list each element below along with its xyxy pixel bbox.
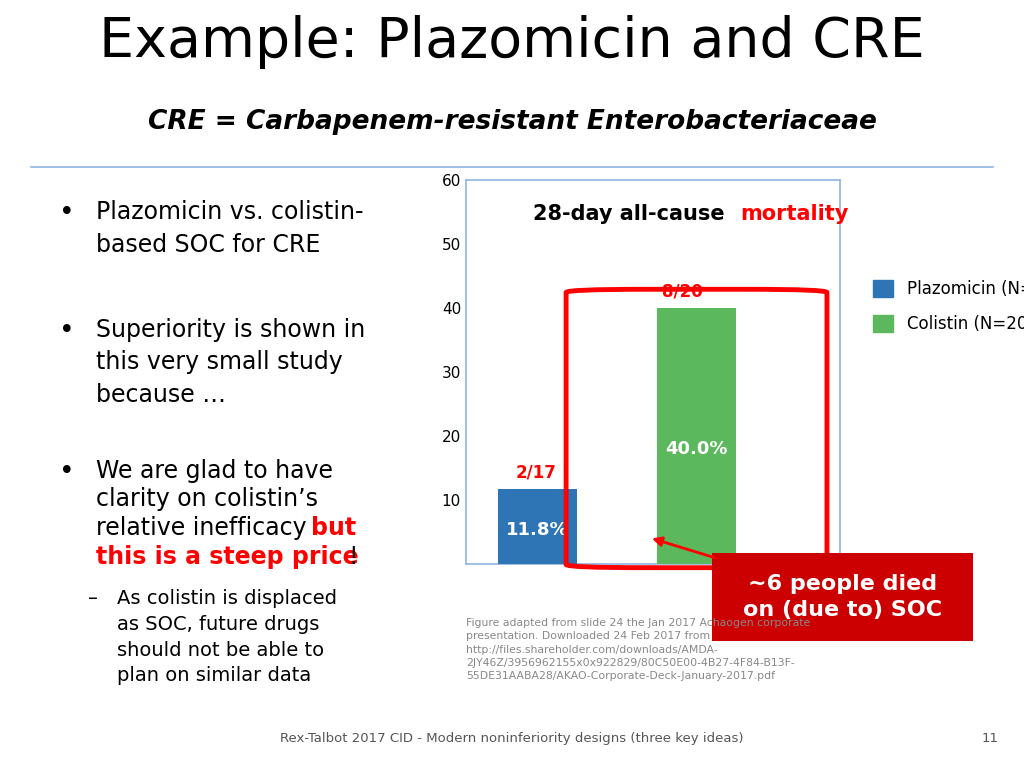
Text: 11.8%: 11.8% [506, 521, 568, 539]
Text: Figure adapted from slide 24 the Jan 2017 Achaogen corporate
presentation. Downl: Figure adapted from slide 24 the Jan 201… [466, 618, 810, 681]
Bar [656, 309, 736, 564]
Text: CRE = Carbapenem-resistant Enterobacteriaceae: CRE = Carbapenem-resistant Enterobacteri… [147, 108, 877, 134]
Text: mortality: mortality [740, 204, 849, 223]
Legend: Plazomicin (N=17), Colistin (N=20): Plazomicin (N=17), Colistin (N=20) [866, 273, 1024, 339]
Text: •: • [59, 458, 75, 485]
Text: We are glad to have: We are glad to have [96, 458, 333, 482]
Text: relative inefficacy: relative inefficacy [96, 516, 314, 540]
FancyArrowPatch shape [654, 538, 714, 558]
Text: Superiority is shown in
this very small study
because …: Superiority is shown in this very small … [96, 318, 366, 407]
Text: !: ! [348, 545, 357, 569]
Text: 2/17: 2/17 [515, 463, 556, 482]
Bar [498, 489, 578, 564]
Text: 8/20: 8/20 [662, 283, 702, 301]
Text: Rex-Talbot 2017 CID - Modern noninferiority designs (three key ideas): Rex-Talbot 2017 CID - Modern noninferior… [281, 732, 743, 745]
Text: •: • [59, 318, 75, 343]
Text: –: – [88, 589, 98, 608]
Text: ~6 people died
on (due to) SOC: ~6 people died on (due to) SOC [742, 574, 942, 621]
Text: but: but [311, 516, 356, 540]
Text: this is a steep price: this is a steep price [96, 545, 358, 569]
Text: 40.0%: 40.0% [666, 440, 728, 458]
Text: •: • [59, 200, 75, 226]
Text: Plazomicin vs. colistin-
based SOC for CRE: Plazomicin vs. colistin- based SOC for C… [96, 200, 364, 257]
Text: 11: 11 [981, 732, 998, 745]
Text: clarity on colistin’s: clarity on colistin’s [96, 488, 318, 511]
Text: 28-day all-cause: 28-day all-cause [534, 204, 732, 223]
Text: As colistin is displaced
as SOC, future drugs
should not be able to
plan on simi: As colistin is displaced as SOC, future … [117, 589, 337, 686]
FancyBboxPatch shape [712, 553, 973, 641]
Text: Example: Plazomicin and CRE: Example: Plazomicin and CRE [99, 15, 925, 69]
